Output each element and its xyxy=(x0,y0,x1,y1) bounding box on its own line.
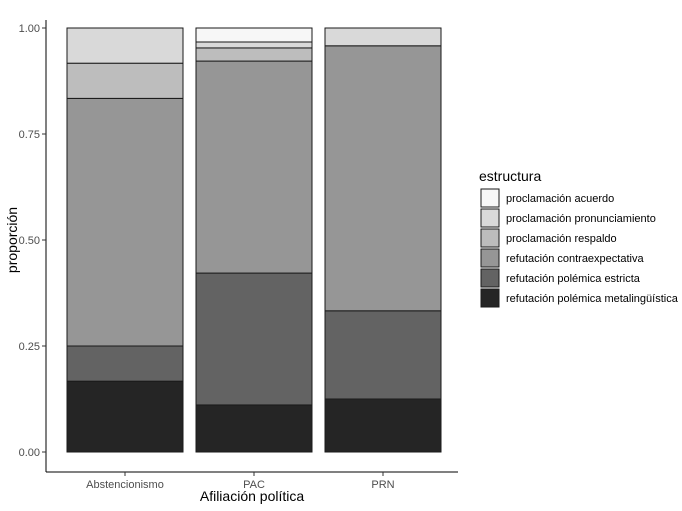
x-tick-label: PAC xyxy=(243,479,265,491)
legend-label: refutación polémica metalingüística xyxy=(506,293,679,305)
legend-label: proclamación acuerdo xyxy=(506,193,614,205)
legend-title: estructura xyxy=(479,168,541,184)
legend-swatch xyxy=(480,188,500,208)
bar-segment xyxy=(324,27,442,47)
y-tick-label: 1.00 xyxy=(19,23,40,35)
y-tick-label: 0.75 xyxy=(19,129,40,141)
legend-swatch xyxy=(480,208,500,228)
y-tick-label: 0.50 xyxy=(19,235,40,247)
bar-segment xyxy=(66,345,184,382)
y-tick-label: 0.00 xyxy=(19,447,40,459)
legend-label: proclamación respaldo xyxy=(506,233,617,245)
bar-segment xyxy=(195,272,313,406)
bar-segment xyxy=(324,310,442,400)
bar-segment xyxy=(195,60,313,274)
bar-segment xyxy=(66,27,184,64)
bar-segment xyxy=(324,398,442,453)
x-axis-title: Afiliación política xyxy=(200,488,304,504)
legend-swatch xyxy=(480,248,500,268)
bar-segment xyxy=(195,47,313,62)
y-axis-ticks: 0.00 0.25 0.50 0.75 1.00 xyxy=(19,23,46,459)
legend-swatch xyxy=(480,228,500,248)
legend-swatch xyxy=(480,288,500,308)
bar-segment xyxy=(195,41,313,49)
legend-items: proclamación acuerdo proclamación pronunc… xyxy=(480,188,679,308)
x-axis-ticks: Abstencionismo PAC PRN xyxy=(86,472,395,491)
legend-label: refutación contraexpectativa xyxy=(506,253,644,265)
legend-label: refutación polémica estricta xyxy=(506,273,641,285)
y-axis-title: proporción xyxy=(4,207,20,273)
legend-label: proclamación pronunciamiento xyxy=(506,213,656,225)
x-tick-label: PRN xyxy=(371,479,394,491)
bar-segment xyxy=(66,380,184,453)
legend-swatch xyxy=(480,268,500,288)
y-tick-label: 0.25 xyxy=(19,341,40,353)
x-tick-label: Abstencionismo xyxy=(86,479,164,491)
legend: estructura proclamación acuerdoproclamac… xyxy=(479,168,679,308)
bar-segment xyxy=(66,97,184,347)
bar-segment xyxy=(195,404,313,453)
bars-layer xyxy=(66,27,442,453)
bar-segment xyxy=(66,62,184,99)
bar-segment xyxy=(195,27,313,43)
bar-segment xyxy=(324,45,442,312)
